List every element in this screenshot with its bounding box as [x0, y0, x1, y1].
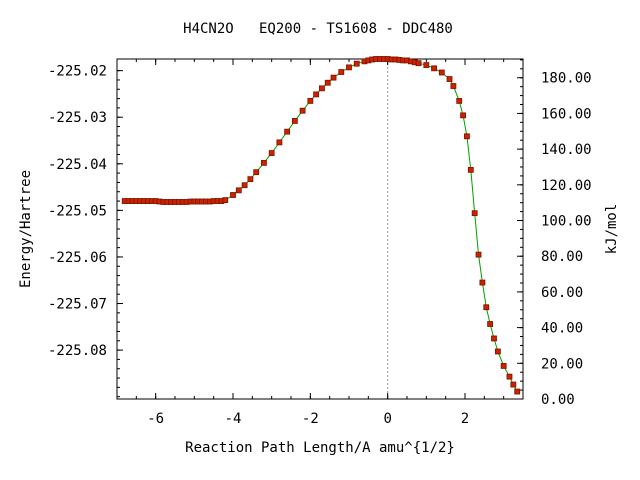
data-point [313, 91, 320, 98]
data-point [268, 150, 275, 156]
y2-tick-label: 80.00 [541, 249, 583, 265]
data-point [479, 279, 486, 286]
data-point [253, 169, 260, 176]
energy-curve-line [124, 58, 518, 392]
y2-tick-label: 100.00 [541, 214, 592, 230]
data-point [431, 65, 437, 72]
axis-ticks [116, 59, 524, 400]
data-point [346, 64, 352, 71]
data-point [235, 187, 242, 194]
y-tick-label: -225.08 [48, 343, 107, 359]
y-tick-label: -225.06 [48, 250, 107, 266]
y-tick-label: -225.05 [48, 203, 107, 219]
y2-axis-label: kJ/mol [604, 204, 620, 255]
y-axis-label: Energy/Hartree [18, 170, 34, 288]
data-point [291, 118, 298, 124]
y-tick-label: -225.03 [48, 110, 107, 126]
y2-tick-label: 180.00 [541, 71, 592, 87]
x-tick-label: 2 [461, 411, 469, 427]
data-point [319, 85, 325, 92]
x-tick-label: -2 [302, 411, 319, 427]
y2-tick-label: 60.00 [541, 285, 583, 301]
x-tick-label: -6 [147, 411, 164, 427]
data-point [460, 112, 466, 119]
data-point [510, 381, 517, 388]
data-point [222, 197, 229, 204]
x-axis-label: Reaction Path Length/A amu^{1/2} [185, 440, 455, 456]
data-point [471, 210, 478, 217]
data-point [284, 128, 291, 135]
data-point [456, 98, 463, 104]
data-point [438, 69, 445, 76]
x-tick-label: -4 [225, 411, 242, 427]
data-point [464, 133, 470, 140]
data-point [353, 60, 360, 67]
data-point [487, 321, 494, 327]
x-tick-label: 0 [383, 411, 391, 427]
data-point [450, 83, 457, 89]
data-point [467, 166, 474, 173]
data-point [494, 348, 501, 355]
data-point [324, 79, 331, 86]
data-point [506, 373, 513, 380]
y-tick-label: -225.04 [48, 157, 107, 173]
y-tick-label: -225.02 [48, 64, 107, 80]
y2-tick-label: 120.00 [541, 178, 592, 194]
tick-labels: -6 -4 -2 0 2 -225.02 -225.03 -225.04 -225.05 -225… [48, 64, 592, 427]
data-point [338, 69, 345, 75]
y2-tick-label: 20.00 [541, 356, 583, 372]
chart-title: H4CN2O EQ200 - TS1608 - DDC480 [183, 21, 453, 37]
data-point [483, 304, 490, 311]
y2-tick-label: 140.00 [541, 142, 592, 158]
y2-tick-label: 0.00 [541, 392, 575, 408]
data-point [307, 98, 314, 104]
data-point [299, 107, 306, 114]
data-point [330, 74, 337, 81]
data-point [446, 76, 453, 82]
data-point [423, 62, 430, 68]
y2-tick-label: 160.00 [541, 106, 592, 122]
data-point [491, 335, 497, 342]
data-point [276, 139, 283, 146]
data-points [121, 56, 521, 395]
data-point [261, 159, 267, 166]
data-point [475, 251, 482, 258]
data-point [500, 363, 507, 369]
data-point [514, 388, 521, 395]
y-tick-label: -225.07 [48, 297, 107, 313]
data-point [230, 192, 236, 198]
y2-tick-label: 40.00 [541, 321, 583, 337]
data-point [241, 182, 248, 189]
data-point [415, 60, 422, 67]
data-point [247, 176, 254, 183]
